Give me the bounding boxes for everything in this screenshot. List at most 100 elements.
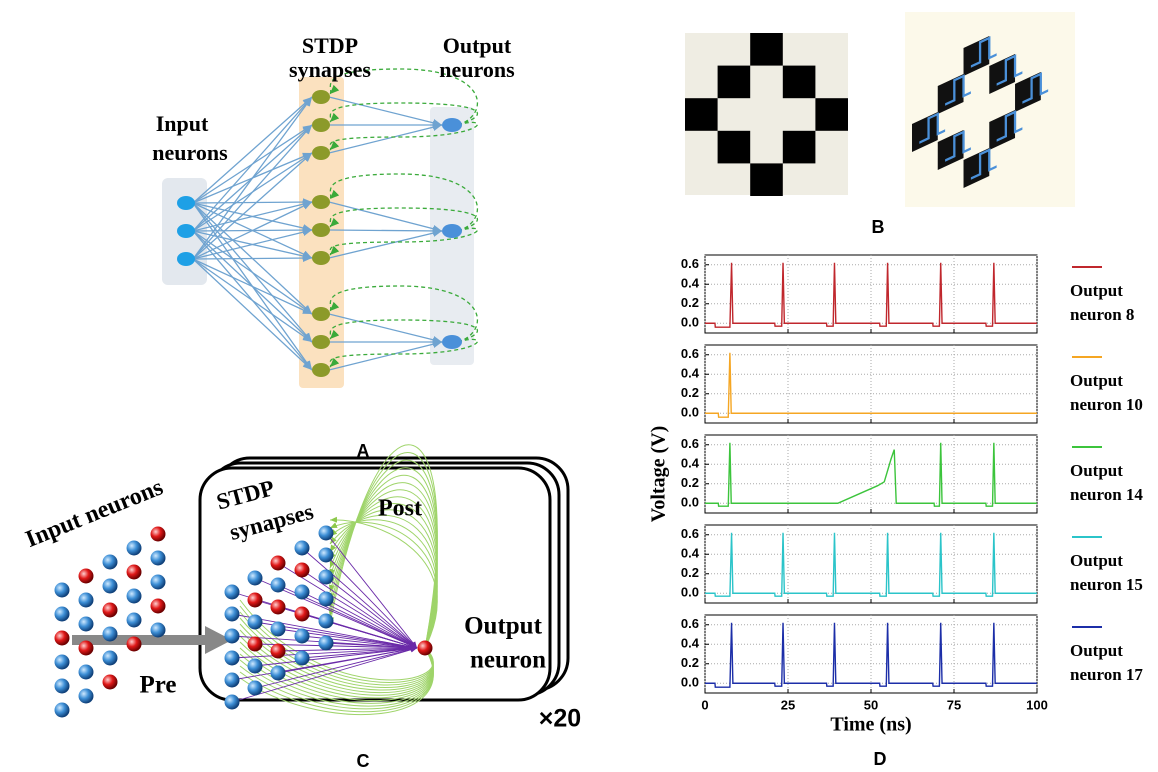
connection bbox=[328, 201, 443, 233]
input-neuron bbox=[150, 598, 166, 614]
pixel bbox=[717, 65, 751, 99]
input-neuron bbox=[126, 540, 142, 556]
synapse bbox=[318, 591, 334, 607]
synapse bbox=[318, 569, 334, 585]
synapse bbox=[312, 363, 330, 377]
post-connection bbox=[301, 645, 418, 659]
synapse bbox=[247, 592, 263, 608]
connection bbox=[192, 198, 313, 206]
x-tick-label: 50 bbox=[864, 697, 878, 712]
post-connection bbox=[301, 569, 418, 649]
connection bbox=[328, 340, 443, 371]
connection bbox=[328, 227, 443, 235]
synapse bbox=[312, 307, 330, 321]
connection bbox=[192, 96, 313, 232]
feedback-arc bbox=[329, 319, 478, 343]
input-neuron bbox=[150, 550, 166, 566]
synapse bbox=[247, 570, 263, 586]
pixel bbox=[782, 65, 816, 99]
synapse bbox=[224, 694, 240, 710]
y-tick-label: 0.6 bbox=[681, 346, 699, 361]
synapse bbox=[247, 614, 263, 630]
synapse bbox=[294, 540, 310, 556]
post-connection bbox=[325, 532, 418, 649]
synapse bbox=[312, 146, 330, 160]
y-tick-label: 0.2 bbox=[681, 295, 699, 310]
post-connection bbox=[325, 576, 418, 649]
output-neuron bbox=[442, 118, 462, 132]
y-tick-label: 0.2 bbox=[681, 475, 699, 490]
synapse bbox=[270, 643, 286, 659]
synapse bbox=[312, 195, 330, 209]
post-arc bbox=[328, 444, 438, 649]
input-neuron bbox=[54, 654, 70, 670]
synapse bbox=[270, 665, 286, 681]
synapse bbox=[224, 672, 240, 688]
y-tick-label: 0.0 bbox=[681, 315, 699, 330]
pixel bbox=[717, 130, 751, 164]
post-connection bbox=[325, 554, 418, 649]
connection bbox=[328, 123, 443, 154]
connection bbox=[192, 258, 313, 371]
post-connection bbox=[277, 646, 418, 674]
input-neuron bbox=[54, 630, 70, 646]
panel-label: C bbox=[357, 751, 370, 771]
feedback-arc bbox=[329, 207, 478, 232]
pixel bbox=[963, 35, 990, 76]
output-neuron bbox=[417, 640, 433, 656]
series-line bbox=[705, 532, 1037, 597]
copy-frame bbox=[198, 466, 552, 702]
pixel bbox=[937, 129, 964, 170]
spike-signal bbox=[970, 148, 997, 180]
post-arc bbox=[239, 647, 434, 716]
post-connection bbox=[325, 620, 418, 649]
connection bbox=[192, 254, 313, 262]
synapse bbox=[224, 650, 240, 666]
input-neuron bbox=[102, 578, 118, 594]
y-tick-label: 0.2 bbox=[681, 385, 699, 400]
spike-signal bbox=[996, 54, 1023, 86]
input-neuron bbox=[150, 574, 166, 590]
input-neuron bbox=[150, 526, 166, 542]
input-neuron bbox=[78, 568, 94, 584]
connection bbox=[192, 258, 313, 343]
spike-signal bbox=[1022, 72, 1049, 104]
label: neurons bbox=[439, 57, 515, 82]
legend-entry: Output neuron 8 bbox=[1070, 281, 1135, 324]
pixel bbox=[937, 73, 964, 114]
post-connection bbox=[325, 642, 418, 651]
input-neuron bbox=[177, 224, 195, 238]
synapse bbox=[294, 606, 310, 622]
spike-signal bbox=[996, 110, 1023, 142]
feedback-arc bbox=[329, 68, 479, 126]
label: Input neurons bbox=[22, 474, 167, 553]
pixel bbox=[815, 98, 848, 131]
connection bbox=[192, 228, 313, 260]
y-tick-label: 0.2 bbox=[681, 655, 699, 670]
connection bbox=[192, 152, 313, 260]
label: Output bbox=[443, 33, 512, 58]
pixel bbox=[782, 130, 816, 164]
y-tick-label: 0.0 bbox=[681, 675, 699, 690]
pixel bbox=[685, 98, 718, 131]
x-tick-label: 100 bbox=[1026, 697, 1048, 712]
synapse bbox=[318, 547, 334, 563]
pixel bbox=[1015, 71, 1041, 112]
y-tick-label: 0.6 bbox=[681, 436, 699, 451]
input-neuron bbox=[102, 626, 118, 642]
pre-arrowhead bbox=[205, 626, 232, 654]
input-neuron bbox=[102, 650, 118, 666]
synapse bbox=[247, 658, 263, 674]
synapse bbox=[270, 555, 286, 571]
synapse bbox=[312, 118, 330, 132]
series-line bbox=[705, 262, 1037, 328]
input-neuron bbox=[78, 616, 94, 632]
y-tick-label: 0.0 bbox=[681, 405, 699, 420]
synapse bbox=[312, 223, 330, 237]
spike-signal bbox=[919, 112, 946, 144]
y-tick-label: 0.4 bbox=[681, 636, 700, 651]
spike-signal bbox=[945, 74, 971, 106]
synapse bbox=[270, 577, 286, 593]
label: STDP bbox=[302, 33, 358, 58]
